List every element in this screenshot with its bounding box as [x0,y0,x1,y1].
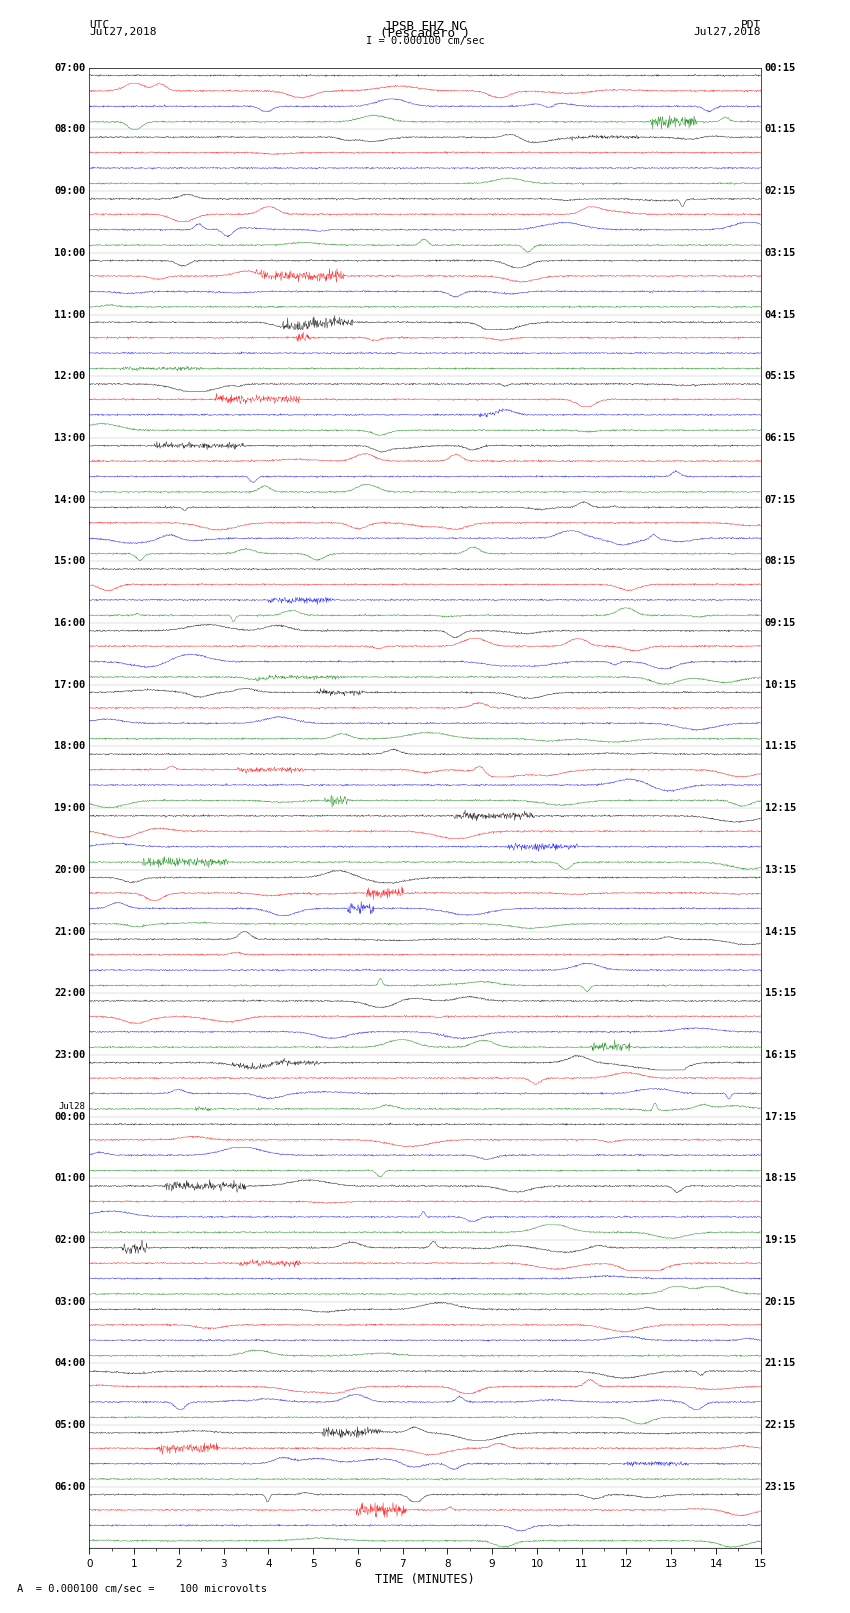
Text: 06:15: 06:15 [765,432,796,444]
Text: 09:00: 09:00 [54,185,85,197]
Text: 22:00: 22:00 [54,989,85,998]
Text: 21:00: 21:00 [54,926,85,937]
Text: 17:00: 17:00 [54,679,85,690]
Text: 04:00: 04:00 [54,1358,85,1368]
Text: 21:15: 21:15 [765,1358,796,1368]
Text: 01:15: 01:15 [765,124,796,134]
Text: 14:00: 14:00 [54,495,85,505]
Text: 15:00: 15:00 [54,556,85,566]
Text: 07:15: 07:15 [765,495,796,505]
Text: (Pescadero ): (Pescadero ) [380,27,470,40]
Text: 10:15: 10:15 [765,679,796,690]
Text: 02:00: 02:00 [54,1236,85,1245]
Text: UTC: UTC [89,19,110,31]
Text: 22:15: 22:15 [765,1419,796,1431]
Text: 23:00: 23:00 [54,1050,85,1060]
Text: 13:15: 13:15 [765,865,796,874]
Text: 00:00: 00:00 [54,1111,85,1121]
Text: 14:15: 14:15 [765,926,796,937]
Text: A  = 0.000100 cm/sec =    100 microvolts: A = 0.000100 cm/sec = 100 microvolts [17,1584,267,1594]
Text: 02:15: 02:15 [765,185,796,197]
Text: 00:15: 00:15 [765,63,796,73]
Text: 18:15: 18:15 [765,1173,796,1184]
Text: 16:00: 16:00 [54,618,85,627]
Text: 06:00: 06:00 [54,1482,85,1492]
Text: 08:00: 08:00 [54,124,85,134]
Text: 12:00: 12:00 [54,371,85,381]
Text: 03:00: 03:00 [54,1297,85,1307]
Text: 23:15: 23:15 [765,1482,796,1492]
Text: 19:15: 19:15 [765,1236,796,1245]
Text: 18:00: 18:00 [54,742,85,752]
Text: 05:00: 05:00 [54,1419,85,1431]
Text: 04:15: 04:15 [765,310,796,319]
Text: 07:00: 07:00 [54,63,85,73]
Text: 19:00: 19:00 [54,803,85,813]
Text: 05:15: 05:15 [765,371,796,381]
X-axis label: TIME (MINUTES): TIME (MINUTES) [375,1573,475,1586]
Text: 11:15: 11:15 [765,742,796,752]
Text: 20:15: 20:15 [765,1297,796,1307]
Text: 20:00: 20:00 [54,865,85,874]
Text: 09:15: 09:15 [765,618,796,627]
Text: 08:15: 08:15 [765,556,796,566]
Text: 10:00: 10:00 [54,248,85,258]
Text: 13:00: 13:00 [54,432,85,444]
Text: PDT: PDT [740,19,761,31]
Text: Jul27,2018: Jul27,2018 [89,27,156,37]
Text: 16:15: 16:15 [765,1050,796,1060]
Text: 03:15: 03:15 [765,248,796,258]
Text: 11:00: 11:00 [54,310,85,319]
Text: Jul28: Jul28 [59,1102,85,1111]
Text: 12:15: 12:15 [765,803,796,813]
Text: 15:15: 15:15 [765,989,796,998]
Text: JPSB EHZ NC: JPSB EHZ NC [383,19,467,34]
Text: I = 0.000100 cm/sec: I = 0.000100 cm/sec [366,37,484,47]
Text: Jul27,2018: Jul27,2018 [694,27,761,37]
Text: 01:00: 01:00 [54,1173,85,1184]
Text: 17:15: 17:15 [765,1111,796,1121]
